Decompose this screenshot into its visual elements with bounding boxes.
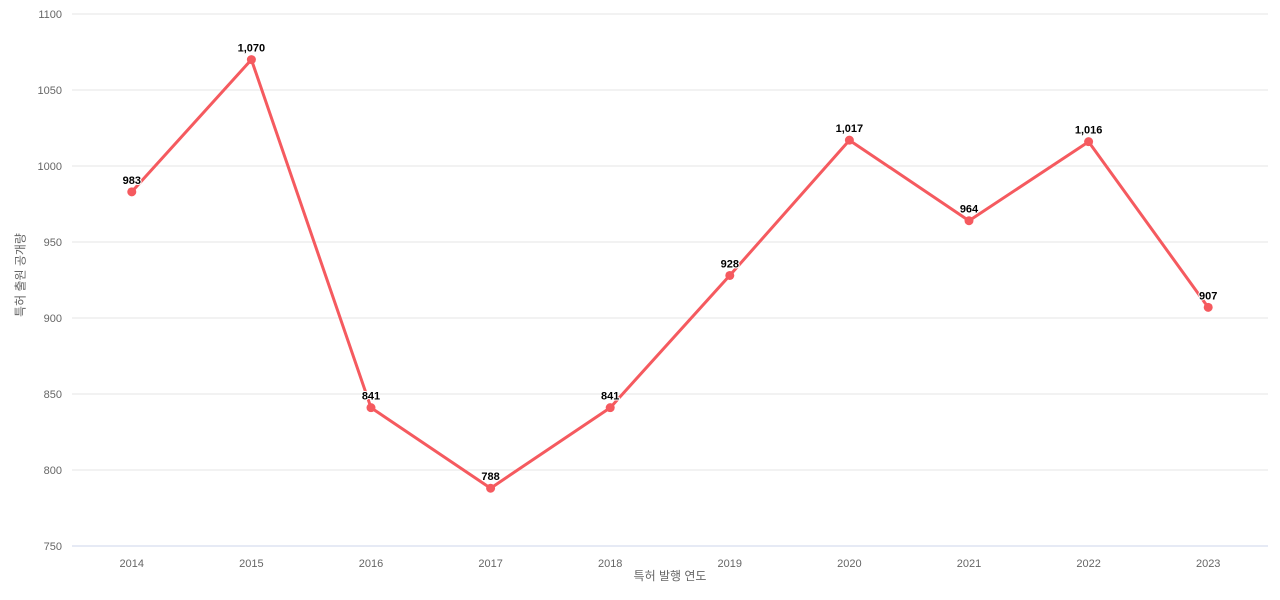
y-tick-label: 1000 (38, 161, 62, 173)
data-point[interactable] (127, 187, 137, 197)
data-point[interactable] (964, 216, 974, 226)
series-line (130, 58, 1210, 490)
x-tick-label: 2020 (837, 558, 861, 570)
y-axis-title: 특허 출원 공개량 (13, 233, 28, 317)
data-label: 928 (721, 258, 739, 270)
x-tick-label: 2023 (1196, 558, 1220, 570)
data-label: 1,016 (1075, 125, 1103, 137)
x-tick-label: 2018 (598, 558, 622, 570)
x-tick-label: 2015 (239, 558, 263, 570)
data-label: 964 (960, 204, 979, 216)
data-point[interactable] (486, 483, 496, 493)
data-label: 983 (123, 175, 141, 187)
y-tick-label: 900 (44, 313, 62, 325)
data-point[interactable] (725, 270, 735, 280)
data-label: 1,070 (238, 43, 266, 55)
y-tick-label: 1100 (38, 9, 62, 21)
data-label: 841 (362, 391, 380, 403)
x-tick-label: 2016 (359, 558, 383, 570)
data-label: 907 (1199, 290, 1217, 302)
y-tick-label: 950 (44, 237, 62, 249)
data-label: 1,017 (836, 123, 864, 135)
data-point[interactable] (366, 403, 376, 413)
y-tick-label: 1050 (38, 85, 62, 97)
x-tick-label: 2014 (120, 558, 144, 570)
data-point[interactable] (1084, 137, 1094, 147)
y-tick-label: 800 (44, 465, 62, 477)
data-point[interactable] (605, 403, 615, 413)
x-tick-label: 2022 (1076, 558, 1100, 570)
y-tick-label: 850 (44, 389, 62, 401)
x-tick-label: 2017 (478, 558, 502, 570)
x-axis-title: 특허 발행 연도 (633, 569, 707, 583)
data-label: 788 (481, 471, 499, 483)
data-point[interactable] (1203, 302, 1213, 312)
x-tick-label: 2021 (957, 558, 981, 570)
data-point[interactable] (246, 55, 256, 65)
data-label: 841 (601, 391, 619, 403)
x-tick-label: 2019 (718, 558, 742, 570)
y-tick-label: 750 (44, 541, 62, 553)
data-point[interactable] (844, 135, 854, 145)
